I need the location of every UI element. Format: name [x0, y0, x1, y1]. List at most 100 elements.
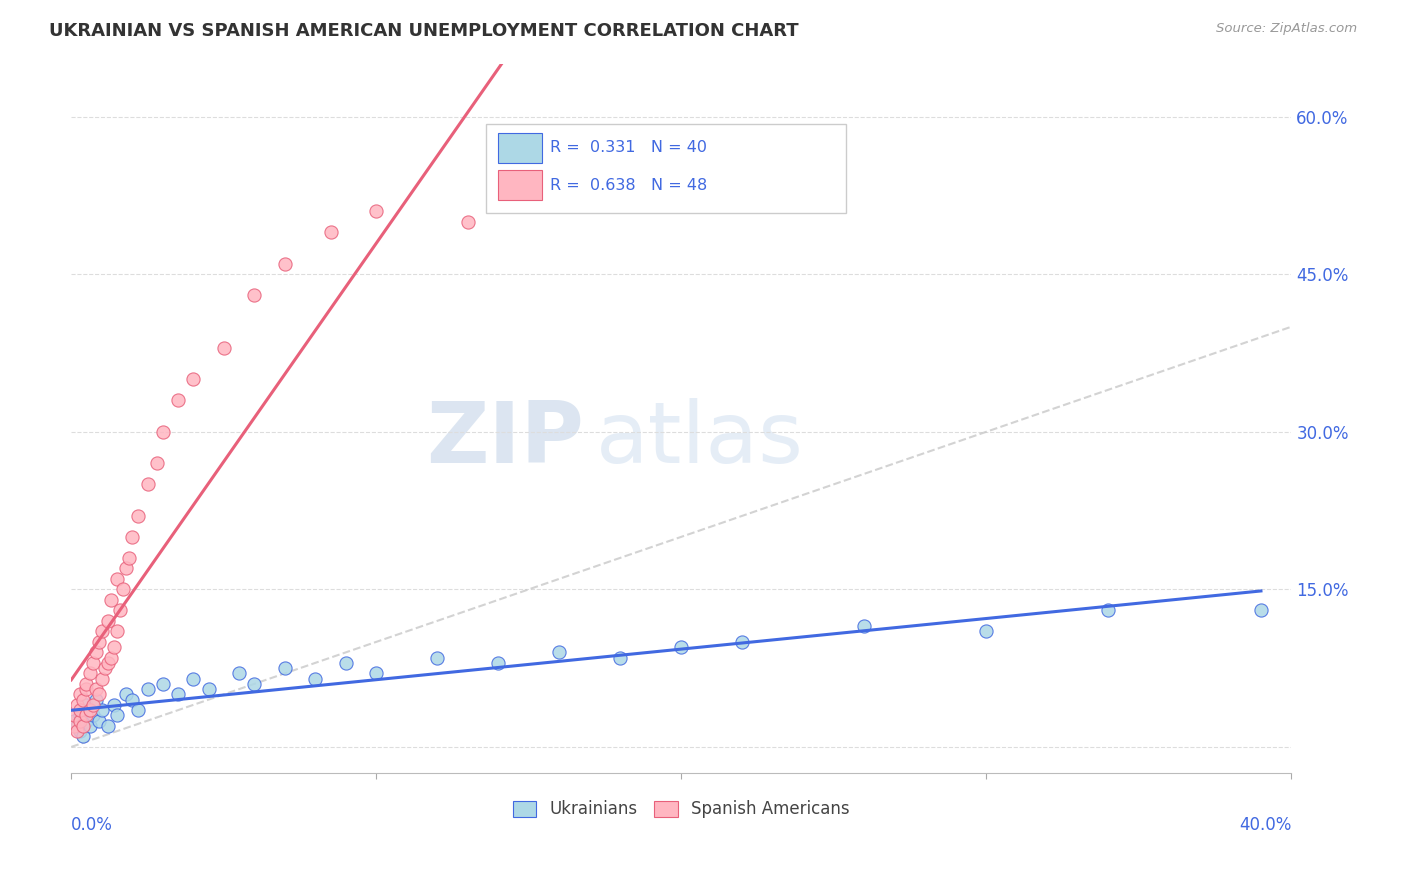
- Point: [853, 619, 876, 633]
- Text: atlas: atlas: [596, 399, 804, 482]
- Point: [1097, 603, 1119, 617]
- Point: [76, 677, 98, 691]
- Point: [69, 703, 91, 717]
- Text: Source: ZipAtlas.com: Source: ZipAtlas.com: [1216, 22, 1357, 36]
- Point: [79, 666, 101, 681]
- Text: R =  0.331   N = 40: R = 0.331 N = 40: [550, 140, 707, 155]
- Point: [136, 682, 159, 697]
- Point: [486, 656, 509, 670]
- Point: [136, 477, 159, 491]
- Point: [72, 703, 94, 717]
- Point: [103, 698, 125, 712]
- Point: [243, 677, 266, 691]
- Point: [79, 703, 101, 717]
- Point: [145, 456, 167, 470]
- Point: [84, 682, 107, 697]
- Point: [82, 708, 104, 723]
- Point: [366, 204, 388, 219]
- FancyBboxPatch shape: [498, 133, 543, 162]
- Point: [72, 719, 94, 733]
- Point: [82, 698, 104, 712]
- Point: [76, 714, 98, 728]
- Point: [87, 687, 110, 701]
- Point: [76, 698, 98, 712]
- Point: [90, 672, 112, 686]
- Point: [76, 682, 98, 697]
- Point: [69, 687, 91, 701]
- Point: [731, 635, 754, 649]
- Point: [105, 572, 128, 586]
- Point: [69, 708, 91, 723]
- Point: [100, 650, 122, 665]
- Point: [79, 719, 101, 733]
- Point: [90, 703, 112, 717]
- Point: [197, 682, 219, 697]
- FancyBboxPatch shape: [486, 124, 846, 213]
- Text: ZIP: ZIP: [426, 399, 583, 482]
- Point: [366, 666, 388, 681]
- Point: [457, 214, 479, 228]
- FancyBboxPatch shape: [498, 170, 543, 200]
- Legend: Ukrainians, Spanish Americans: Ukrainians, Spanish Americans: [506, 794, 856, 825]
- Point: [152, 677, 174, 691]
- Point: [108, 603, 131, 617]
- Point: [84, 645, 107, 659]
- Point: [82, 656, 104, 670]
- Point: [274, 257, 297, 271]
- Point: [94, 661, 117, 675]
- Point: [69, 724, 91, 739]
- Point: [181, 372, 204, 386]
- Text: UKRAINIAN VS SPANISH AMERICAN UNEMPLOYMENT CORRELATION CHART: UKRAINIAN VS SPANISH AMERICAN UNEMPLOYME…: [49, 22, 799, 40]
- Point: [167, 393, 190, 408]
- Point: [115, 687, 138, 701]
- Point: [121, 530, 143, 544]
- Point: [181, 672, 204, 686]
- Point: [105, 708, 128, 723]
- Point: [87, 714, 110, 728]
- Point: [97, 614, 120, 628]
- Point: [97, 656, 120, 670]
- Point: [167, 687, 190, 701]
- Point: [243, 288, 266, 302]
- Point: [1250, 603, 1272, 617]
- Point: [90, 624, 112, 639]
- Text: 0.0%: 0.0%: [72, 816, 112, 834]
- Point: [76, 708, 98, 723]
- Point: [548, 645, 571, 659]
- Point: [212, 341, 235, 355]
- Point: [152, 425, 174, 439]
- Point: [228, 666, 250, 681]
- Point: [304, 672, 326, 686]
- Point: [66, 724, 89, 739]
- Point: [274, 661, 297, 675]
- Point: [100, 592, 122, 607]
- Point: [66, 719, 89, 733]
- Point: [121, 692, 143, 706]
- Text: R =  0.638   N = 48: R = 0.638 N = 48: [550, 178, 707, 193]
- Point: [112, 582, 135, 597]
- Point: [63, 719, 86, 733]
- Point: [97, 719, 120, 733]
- Point: [115, 561, 138, 575]
- Point: [319, 225, 342, 239]
- Point: [63, 714, 86, 728]
- Point: [103, 640, 125, 654]
- Point: [335, 656, 357, 670]
- Point: [548, 183, 571, 197]
- Point: [609, 650, 631, 665]
- Point: [671, 640, 693, 654]
- Point: [63, 708, 86, 723]
- Point: [87, 635, 110, 649]
- Point: [72, 730, 94, 744]
- Point: [72, 692, 94, 706]
- Point: [127, 508, 149, 523]
- Point: [84, 692, 107, 706]
- Point: [105, 624, 128, 639]
- Point: [118, 550, 141, 565]
- Point: [69, 714, 91, 728]
- Text: 40.0%: 40.0%: [1239, 816, 1292, 834]
- Point: [426, 650, 449, 665]
- Point: [66, 698, 89, 712]
- Point: [127, 703, 149, 717]
- Point: [976, 624, 998, 639]
